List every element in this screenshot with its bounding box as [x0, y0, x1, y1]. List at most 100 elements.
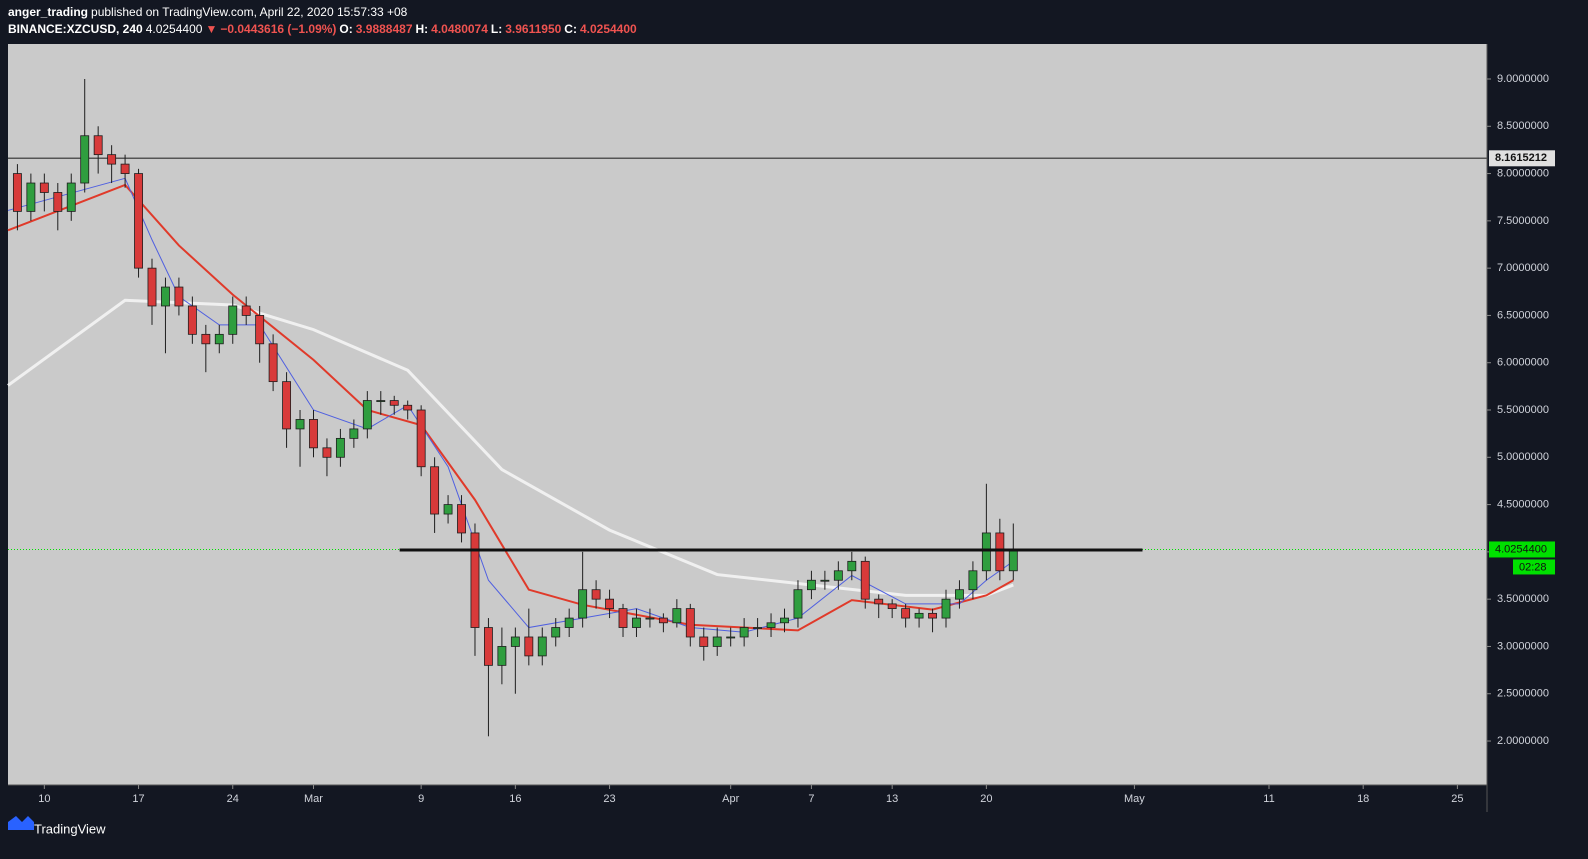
candle-body: [403, 404, 413, 411]
candle-body: [282, 381, 292, 430]
candle-body: [510, 636, 520, 647]
y-tick-label: 7.0000000: [1497, 262, 1549, 274]
candle-body: [685, 608, 695, 638]
candle-body: [457, 504, 466, 534]
o-label: O:: [339, 22, 353, 36]
candle-body: [228, 305, 238, 335]
candle-body: [241, 305, 251, 316]
candle-body: [901, 608, 911, 619]
candle-body: [80, 135, 90, 184]
candle-body: [981, 532, 991, 572]
candle-body: [120, 163, 130, 174]
moving-average: [7, 177, 1014, 633]
candle-body: [645, 617, 655, 620]
candle-body: [1008, 548, 1018, 572]
candle-body: [793, 589, 803, 619]
candle-body: [26, 182, 36, 212]
l-label: L:: [490, 22, 503, 36]
symbol: BINANCE:XZCUSD, 240: [8, 22, 143, 36]
x-tick-label: 18: [1357, 793, 1369, 805]
candle-body: [93, 135, 103, 156]
h-label: H:: [415, 22, 429, 36]
candle-body: [66, 182, 76, 212]
published: published on TradingView.com, April 22, …: [91, 5, 408, 19]
y-tick-label: 4.0000000: [1497, 546, 1549, 558]
candle-body: [161, 286, 170, 307]
candle-body: [376, 400, 386, 402]
x-tick-label: 20: [980, 793, 992, 805]
c-label: C:: [564, 22, 577, 36]
arrow: ▼: [205, 22, 218, 36]
c: 4.0254400: [579, 22, 637, 36]
candle-body: [766, 622, 776, 628]
header-line: BINANCE:XZCUSD, 240 4.0254400 ▼ −0.0443616 …: [8, 22, 640, 36]
candle-body: [806, 579, 816, 591]
candle-body: [187, 305, 197, 335]
price-label: 4.0254400: [1495, 543, 1547, 555]
candle-body: [362, 400, 372, 430]
countdown-badge: [1513, 559, 1555, 575]
candle-body: [12, 173, 22, 212]
candle-body: [995, 532, 1005, 572]
y-tick-label: 9.0000000: [1497, 73, 1549, 85]
price-badge: [1489, 150, 1555, 167]
logo: [8, 816, 34, 830]
candle-body: [955, 589, 964, 600]
candle-body: [214, 333, 224, 345]
candle-body: [537, 636, 547, 657]
x-tick-label: 16: [509, 793, 521, 805]
candle-body: [470, 532, 480, 628]
candle-body: [874, 598, 884, 605]
last: 4.0254400: [145, 22, 203, 36]
candle-body: [107, 154, 117, 165]
y-tick-label: 4.5000000: [1497, 498, 1549, 510]
y-tick-label: 5.0000000: [1497, 451, 1549, 463]
x-tick-label: Mar: [304, 793, 323, 805]
candle-body: [578, 589, 588, 619]
candle-body: [860, 560, 870, 600]
x-tick-label: Apr: [722, 793, 739, 805]
x-tick-label: 7: [808, 793, 814, 805]
candle-body: [322, 447, 332, 458]
candle-body: [389, 400, 399, 406]
candle-body: [820, 579, 830, 582]
candle-body: [295, 419, 305, 430]
y-tick-label: 6.0000000: [1497, 357, 1549, 369]
candle-body: [53, 192, 63, 212]
candle-body: [672, 608, 682, 624]
header-line: anger_trading published on TradingView.co…: [8, 5, 410, 19]
countdown: 02:28: [1519, 561, 1547, 573]
change: −0.0443616 (−1.09%): [220, 22, 337, 36]
candle-body: [941, 598, 951, 619]
y-tick-label: 2.0000000: [1497, 735, 1549, 747]
candle-body: [726, 636, 736, 639]
y-tick-label: 5.5000000: [1497, 404, 1549, 416]
candle-body: [430, 466, 440, 515]
brand: TradingView: [34, 821, 106, 836]
candle-body: [551, 627, 561, 638]
y-tick-label: 6.5000000: [1497, 309, 1549, 321]
candle-body: [699, 636, 709, 647]
candle-body: [443, 504, 453, 515]
h: 4.0480074: [431, 22, 488, 36]
y-tick-label: 3.0000000: [1497, 640, 1549, 652]
candle-body: [847, 560, 857, 572]
candle-body: [134, 173, 143, 269]
candle-body: [632, 617, 641, 628]
candle-body: [564, 617, 574, 628]
moving-average: [7, 183, 1014, 632]
y-tick-label: 3.5000000: [1497, 593, 1549, 605]
candle-body: [887, 603, 897, 610]
x-tick-label: 13: [886, 793, 898, 805]
candle-body: [968, 570, 978, 591]
moving-average: [7, 298, 1014, 597]
x-tick-label: 25: [1451, 793, 1463, 805]
price-label: 8.1615212: [1495, 152, 1547, 164]
candle-body: [484, 627, 493, 666]
y-tick-label: 2.5000000: [1497, 688, 1549, 700]
l: 3.9611950: [505, 22, 562, 36]
candle-body: [618, 608, 628, 628]
author: anger_trading: [8, 5, 89, 19]
